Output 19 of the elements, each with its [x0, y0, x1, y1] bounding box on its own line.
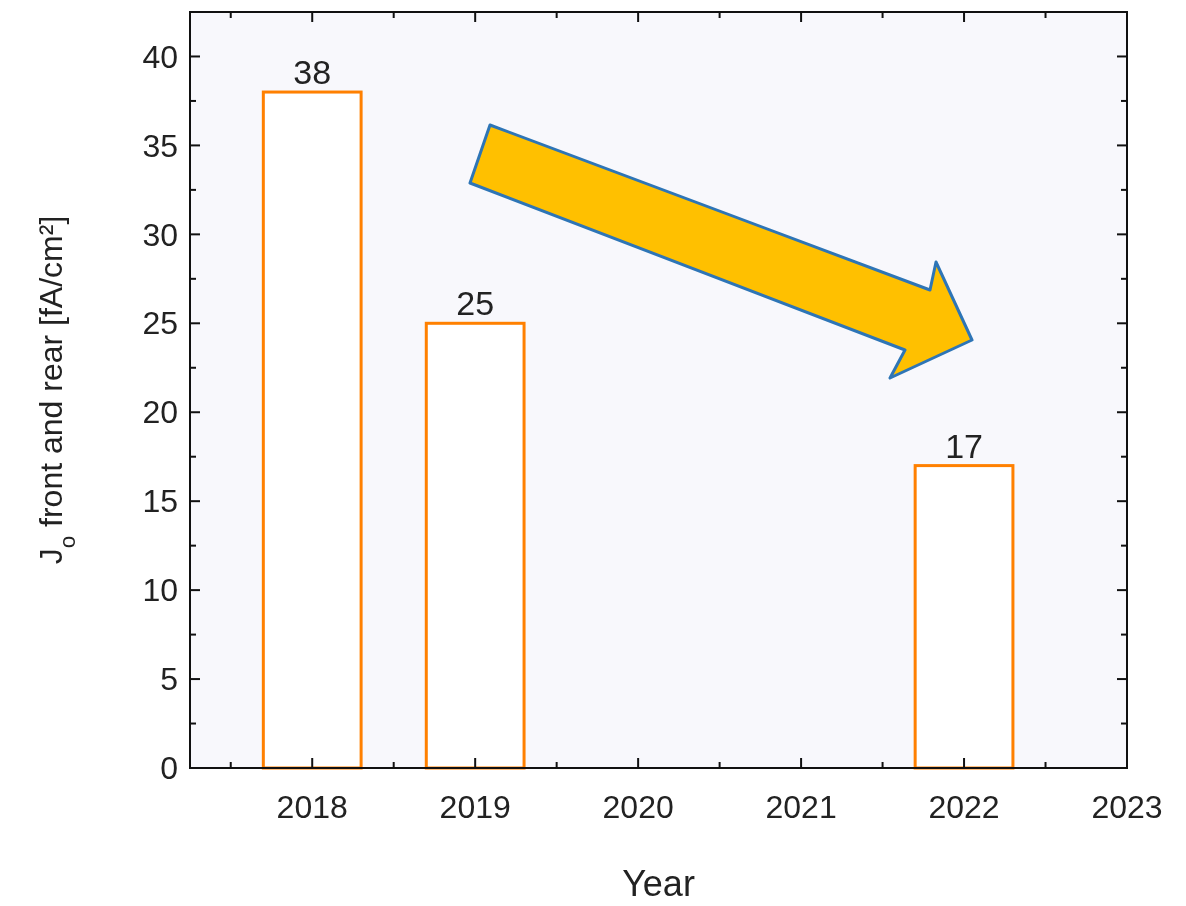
y-tick-label: 20: [142, 394, 178, 431]
x-tick-label: 2020: [602, 789, 674, 825]
x-tick-label: 2018: [276, 789, 348, 825]
y-tick-label: 25: [142, 305, 178, 342]
y-tick-label: 15: [142, 483, 178, 520]
data-label: 17: [945, 426, 983, 465]
data-label: 25: [456, 284, 495, 323]
x-tick-label: 2021: [765, 789, 837, 825]
x-tick-label: 2019: [439, 789, 511, 825]
y-tick-label: 30: [142, 216, 178, 253]
y-tick-label: 35: [142, 127, 178, 164]
y-tick-label: 10: [142, 572, 178, 609]
x-axis-title: Year: [622, 863, 695, 904]
y-tick-label: 5: [160, 661, 178, 698]
y-tick-label: 40: [142, 38, 178, 75]
data-label: 38: [293, 53, 332, 92]
y-tick-label: 0: [160, 750, 178, 787]
x-tick-label: 2023: [1091, 789, 1163, 825]
x-tick-label: 2022: [928, 789, 1000, 825]
